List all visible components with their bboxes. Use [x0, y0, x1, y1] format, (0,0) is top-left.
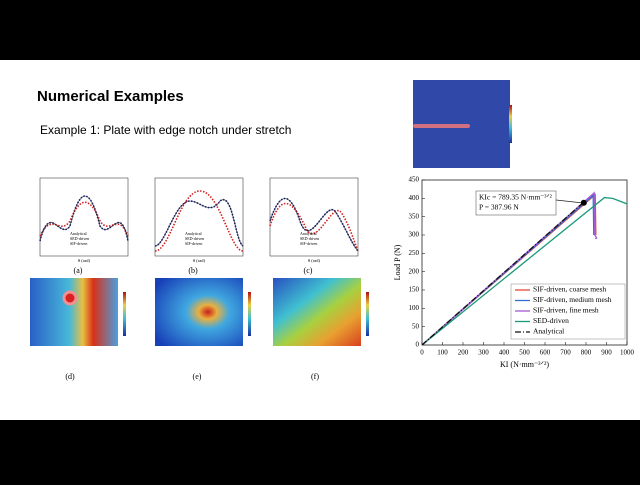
curve — [154, 190, 244, 252]
title: Numerical Examples — [37, 88, 184, 105]
y-tick-label: 250 — [409, 249, 420, 257]
legend-label: Analytical — [533, 327, 564, 336]
caption: (a) — [74, 266, 83, 275]
plot-frame — [154, 177, 244, 257]
plot-frame — [39, 177, 129, 257]
legend-label: Analytical — [70, 231, 88, 236]
y-tick-label: 100 — [409, 304, 420, 312]
legend-label: SIF-driven — [300, 241, 317, 246]
curve — [154, 199, 244, 247]
caption: (e) — [193, 372, 202, 381]
legend-label: SED-driven — [300, 236, 319, 241]
series-line — [421, 199, 587, 346]
legend-label: SIF-driven, medium mesh — [533, 295, 612, 304]
x-tick-label: 200 — [458, 349, 469, 357]
curve — [269, 202, 359, 252]
legend-label: SIF-driven — [70, 241, 87, 246]
legend-label: SIF-driven, coarse mesh — [533, 285, 606, 294]
y-tick-label: 400 — [409, 194, 420, 202]
x-tick-label: 600 — [540, 349, 551, 357]
y-tick-label: 200 — [409, 267, 420, 275]
series-line — [421, 191, 598, 346]
annotation: P = 387.96 N — [479, 203, 519, 212]
x-label: θ (rad) — [193, 258, 206, 263]
x-tick-label: 800 — [581, 349, 592, 357]
x-label: KI (N·mm⁻³ᐟ²) — [500, 360, 549, 369]
load-chart: 0 100 200 300 400 500 600 700 800 900 1000 0 50 100 15… — [393, 176, 635, 369]
curves — [154, 190, 244, 252]
annotation-box — [475, 190, 557, 216]
y-tick-label: 300 — [409, 231, 420, 239]
x-tick-label: 700 — [560, 349, 571, 357]
x-tick-label: 100 — [437, 349, 448, 357]
legend-label: Analytical — [185, 231, 203, 236]
y-tick-label: 150 — [409, 286, 420, 294]
legend-label: SED-driven — [70, 236, 89, 241]
curves — [39, 195, 129, 242]
caption: (d) — [65, 372, 75, 381]
contour-maps — [30, 278, 369, 346]
slide-bg — [0, 60, 640, 420]
x-tick-label: 300 — [478, 349, 489, 357]
legend-label: SIF-driven — [185, 241, 202, 246]
x-label: θ (rad) — [308, 258, 321, 263]
curves — [269, 197, 359, 252]
legend-label: SED-driven — [185, 236, 204, 241]
y-tick-label: 0 — [416, 341, 420, 349]
annotation-arrow — [555, 199, 581, 204]
x-tick-label: 400 — [499, 349, 510, 357]
legend-label: SED-driven — [533, 316, 569, 325]
annotation: KIc = 789.35 N·mm⁻³ᐟ² — [479, 193, 553, 202]
y-tick-label: 50 — [412, 322, 420, 330]
x-tick-label: 0 — [420, 349, 424, 357]
curve — [39, 195, 129, 242]
caption: (b) — [188, 266, 198, 275]
y-tick-label: 450 — [409, 176, 420, 184]
y-label: Load P (N) — [393, 244, 402, 280]
critical-point — [580, 199, 587, 206]
plot-frame — [269, 177, 359, 257]
legend-box — [510, 283, 626, 340]
y-tick-label: 350 — [409, 212, 420, 220]
caption: (c) — [304, 266, 313, 275]
subtitle: Example 1: Plate with edge notch under s… — [40, 123, 291, 137]
x-label: θ (rad) — [78, 258, 91, 263]
caption: (f) — [311, 372, 319, 381]
curve — [269, 198, 359, 252]
x-tick-label: 900 — [601, 349, 612, 357]
x-tick-label: 500 — [519, 349, 530, 357]
x-tick-label: 1000 — [620, 349, 635, 357]
plate-image — [413, 80, 512, 168]
series-line — [421, 196, 628, 346]
legend-label: Analytical — [300, 231, 318, 236]
legend-label: SIF-driven, fine mesh — [533, 306, 599, 315]
